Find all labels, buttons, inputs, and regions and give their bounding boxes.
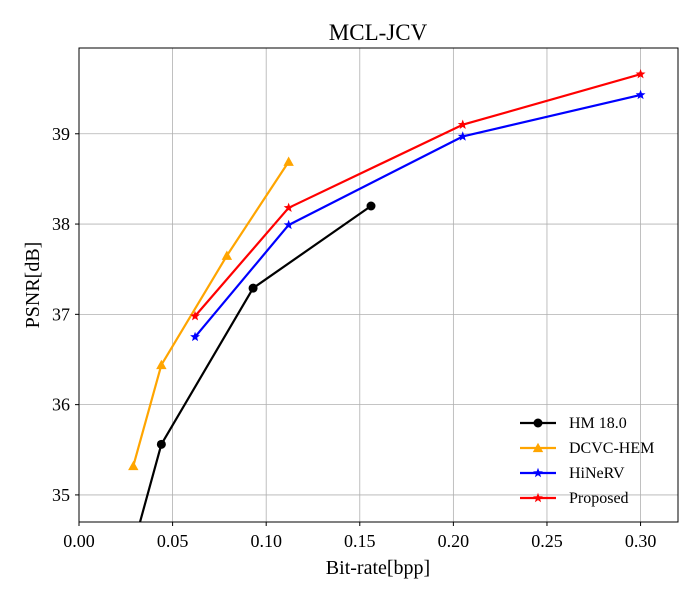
series-proposed [190, 68, 646, 321]
legend-marker-proposed [533, 492, 543, 503]
series-dcvc-hem [128, 156, 294, 471]
data-point-hinerv [457, 131, 468, 141]
data-point-proposed [635, 68, 646, 79]
chart-title: MCL-JCV [329, 20, 428, 45]
legend-item-proposed: Proposed [520, 490, 629, 507]
data-point-dcvc-hem [128, 460, 139, 471]
legend-marker-dcvc-hem [532, 442, 544, 453]
x-tick-label: 0.00 [63, 531, 95, 551]
plot-frame [78, 47, 679, 523]
series-hm-18-0 [119, 201, 376, 585]
legend-marker-hm-18-0 [533, 418, 543, 428]
legend-item-hinerv: HiNeRV [520, 465, 625, 482]
y-tick-label: 35 [52, 485, 70, 505]
series-line-hinerv [194, 93, 641, 338]
data-point-hinerv [190, 331, 200, 342]
ticks: 0.00 0.05 0.10 0.15 0.20 0.25 0.30 35 36 37 38 39 [52, 124, 656, 551]
y-tick-label: 39 [52, 124, 70, 144]
x-tick-label: 0.05 [157, 531, 189, 551]
x-tick-label: 0.20 [438, 531, 470, 551]
data-point-dcvc-hem [221, 250, 233, 260]
data-point-hm-18-0 [119, 576, 128, 585]
series-layer [119, 68, 646, 585]
data-point-proposed [457, 119, 468, 129]
data-point-proposed [283, 202, 294, 213]
y-axis-label: PSNR[dB] [22, 242, 44, 329]
legend-label-dcvc-hem: DCVC-HEM [569, 440, 654, 457]
grid [78, 48, 678, 522]
x-tick-label: 0.10 [250, 531, 282, 551]
y-tick-label: 36 [52, 395, 70, 415]
legend-item-dcvc-hem: DCVC-HEM [520, 440, 654, 457]
legend-label-hm-18-0: HM 18.0 [569, 415, 627, 432]
data-point-hm-18-0 [366, 201, 376, 211]
x-tick-label: 0.30 [625, 531, 657, 551]
legend-label-hinerv: HiNeRV [569, 465, 625, 482]
data-point-dcvc-hem [156, 359, 167, 370]
data-point-dcvc-hem [283, 156, 294, 166]
data-point-proposed [190, 310, 200, 321]
x-tick-label: 0.15 [344, 531, 376, 551]
legend-marker-hinerv [533, 467, 543, 478]
x-tick-label: 0.25 [531, 531, 563, 551]
data-point-hm-18-0 [248, 283, 258, 293]
series-line-hm-18-0 [138, 205, 372, 522]
data-point-hinerv [635, 89, 646, 100]
series-line-dcvc-hem [132, 161, 290, 467]
legend-item-hm-18-0: HM 18.0 [520, 415, 627, 432]
legend: HM 18.0 DCVC-HEM HiNeRV Proposed [520, 415, 654, 507]
y-tick-label: 38 [52, 214, 70, 234]
legend-label-proposed: Proposed [569, 490, 629, 507]
data-point-hm-18-0 [156, 439, 166, 449]
series-hinerv [190, 89, 646, 342]
y-tick-label: 37 [52, 304, 70, 324]
series-line-proposed [194, 73, 641, 317]
data-point-hinerv [283, 219, 294, 230]
x-axis-label: Bit-rate[bpp] [326, 557, 430, 579]
plot-background [79, 48, 678, 522]
